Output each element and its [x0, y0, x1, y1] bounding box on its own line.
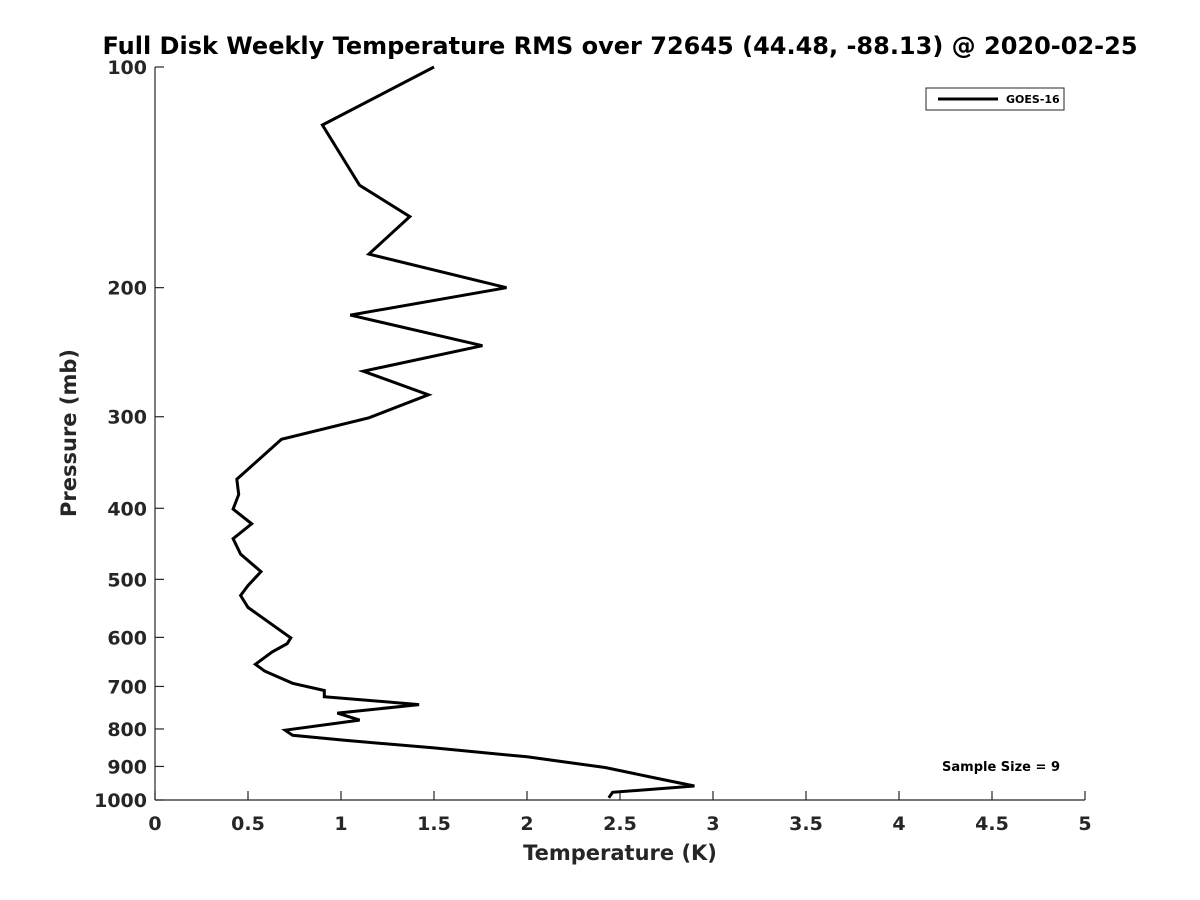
- sample-size-annotation: Sample Size = 9: [942, 760, 1060, 775]
- x-tick-label: 4: [892, 813, 905, 835]
- x-tick-label: 4.5: [975, 813, 1009, 835]
- y-tick-label: 900: [107, 756, 147, 778]
- y-tick-label: 700: [107, 676, 147, 698]
- y-tick-label: 800: [107, 719, 147, 741]
- series-group: [231, 65, 695, 799]
- x-ticks: 0 0.5 1 1.5 2 2.5 3 3.5 4 4.5 5: [148, 791, 1092, 835]
- y-tick-label: 400: [107, 498, 147, 520]
- legend-label-goes-16: GOES-16: [1006, 93, 1060, 106]
- y-tick-label: 100: [107, 57, 147, 79]
- x-tick-label: 2.5: [603, 813, 637, 835]
- series-line-goes-16: [231, 65, 695, 799]
- plot-area: 0 0.5 1 1.5 2 2.5 3 3.5 4 4.5 5 100 200 300 400 500 600…: [94, 57, 1092, 835]
- x-tick-label: 0: [148, 813, 161, 835]
- x-tick-label: 5: [1078, 813, 1091, 835]
- y-tick-label: 1000: [94, 790, 147, 812]
- x-tick-label: 0.5: [231, 813, 265, 835]
- y-axis-label: Pressure (mb): [57, 349, 81, 517]
- y-tick-label: 200: [107, 278, 147, 300]
- x-tick-label: 3: [706, 813, 719, 835]
- chart-title: Full Disk Weekly Temperature RMS over 72…: [102, 32, 1137, 60]
- y-ticks: 100 200 300 400 500 600 700 800 900 1000: [94, 57, 164, 812]
- x-tick-label: 1.5: [417, 813, 451, 835]
- x-tick-label: 1: [334, 813, 347, 835]
- y-tick-label: 300: [107, 407, 147, 429]
- legend: GOES-16: [925, 87, 1065, 111]
- x-tick-label: 3.5: [789, 813, 823, 835]
- y-tick-label: 500: [107, 569, 147, 591]
- x-tick-label: 2: [520, 813, 533, 835]
- y-tick-label: 600: [107, 627, 147, 649]
- x-axis-label: Temperature (K): [523, 841, 717, 865]
